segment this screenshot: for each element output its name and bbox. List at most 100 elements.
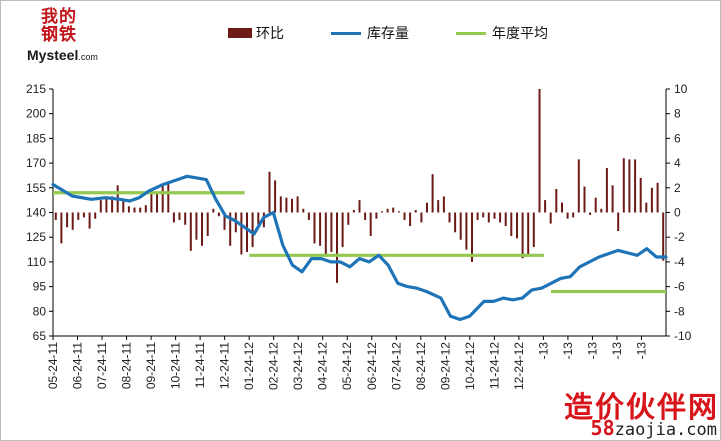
inventory-point	[598, 256, 600, 258]
inventory-point	[71, 195, 73, 197]
bar	[662, 212, 665, 261]
x-tick-label: -13	[536, 342, 550, 360]
inventory-point	[358, 257, 361, 260]
x-tick-label: -13	[585, 342, 599, 360]
logo-brand-domain: .com	[78, 52, 98, 62]
inventory-point	[377, 254, 380, 257]
bar	[279, 196, 282, 213]
inventory-point	[416, 287, 418, 290]
inventory-point	[272, 211, 275, 214]
inventory-point	[320, 257, 323, 260]
bar	[127, 206, 130, 213]
bar	[420, 212, 423, 223]
bar	[555, 189, 558, 213]
tick-labels: 658095110125140155170185200215-10-8-6-4-…	[26, 82, 692, 390]
inventory-point	[330, 261, 332, 263]
inventory-point	[579, 266, 581, 268]
bar	[369, 212, 372, 236]
bar	[156, 192, 158, 213]
x-tick-label: 11-24-12	[487, 342, 501, 389]
x-tick-label: 12-24-12	[512, 342, 526, 390]
right-tick-label: 2	[674, 181, 681, 195]
left-tick-label: 140	[26, 206, 46, 220]
right-tick-label: 0	[674, 206, 681, 220]
inventory-point	[224, 215, 227, 217]
x-tick-label: 07-24-11	[95, 342, 109, 389]
inventory-point	[468, 315, 471, 318]
bar	[487, 212, 490, 223]
bar	[516, 212, 518, 239]
bar	[302, 208, 305, 213]
right-tick-label: -8	[674, 304, 685, 318]
bar	[105, 197, 108, 213]
right-tick-label: -6	[674, 280, 685, 294]
bar	[375, 212, 378, 219]
x-tick-label: 05-24-12	[340, 342, 354, 390]
inventory-point	[617, 249, 619, 252]
x-tick-label: 08-24-11	[120, 342, 134, 389]
bar	[94, 212, 97, 219]
inventory-point	[128, 200, 131, 202]
bar	[482, 212, 485, 218]
bar	[184, 212, 187, 225]
inventory-point	[646, 247, 648, 250]
legend-swatch-line-blue	[331, 31, 361, 35]
bar	[296, 196, 299, 213]
left-tick-label: 110	[27, 255, 46, 269]
bar	[77, 212, 80, 220]
inventory-point	[655, 256, 658, 258]
bar	[133, 207, 136, 213]
bar	[336, 212, 338, 283]
inventory-point	[569, 275, 571, 278]
legend-swatch-line-green	[456, 31, 486, 35]
bar	[229, 212, 232, 246]
bar	[285, 197, 288, 213]
inventory-point	[234, 219, 236, 222]
inventory-point	[502, 297, 505, 299]
x-tick-label: 02-24-12	[267, 342, 281, 390]
bar	[572, 212, 575, 218]
bar	[583, 186, 586, 213]
bar	[465, 212, 468, 250]
bar	[549, 212, 552, 224]
bar	[60, 212, 63, 244]
bar	[307, 212, 310, 220]
x-tick-label: 09-24-12	[438, 342, 452, 390]
inventory-point	[291, 264, 294, 267]
x-tick-label: 06-24-11	[71, 342, 85, 389]
bar	[532, 212, 535, 248]
bar	[358, 200, 361, 213]
left-tick-label: 80	[33, 304, 47, 318]
bar	[442, 196, 445, 213]
inventory-point	[459, 318, 461, 321]
bar	[605, 168, 608, 213]
bar	[521, 212, 524, 259]
mysteel-logo: 我的 钢铁 Mysteel.com	[27, 9, 122, 65]
bar	[274, 180, 277, 213]
inventory-point	[531, 289, 533, 291]
bar	[504, 212, 507, 227]
x-tick-label: 03-24-12	[291, 342, 305, 390]
inventory-point	[512, 299, 514, 301]
watermark-cn: 造价伙伴网	[563, 390, 719, 424]
legend-swatch-bar	[228, 28, 252, 38]
legend-label-mom: 环比	[256, 26, 284, 42]
bar	[414, 210, 417, 213]
bar	[251, 212, 254, 248]
inventory-point	[162, 183, 164, 186]
inventory-point	[310, 257, 313, 260]
bar	[510, 212, 513, 236]
right-tick-label: 4	[674, 156, 681, 170]
legend-label-inventory: 库存量	[367, 26, 409, 42]
x-tick-label: 09-24-11	[144, 342, 158, 389]
inventory-point	[559, 277, 562, 280]
inventory-point	[550, 282, 552, 285]
bar	[347, 212, 350, 225]
inventory-point	[253, 233, 255, 235]
bar	[139, 207, 142, 213]
watermark-url-text: zaojia.com	[614, 420, 717, 440]
left-tick-label: 170	[26, 156, 46, 170]
bar	[201, 212, 203, 246]
